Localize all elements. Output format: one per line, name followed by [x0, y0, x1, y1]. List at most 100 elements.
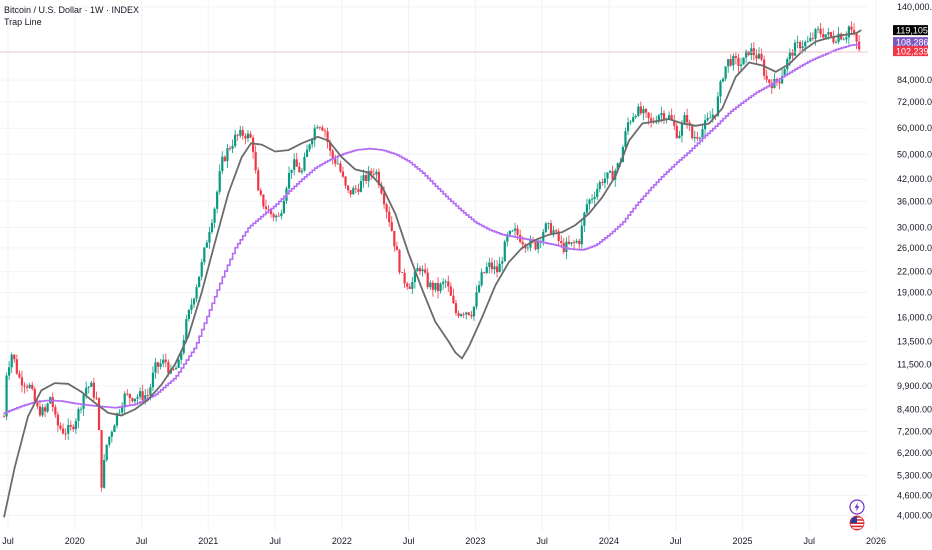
candle-body	[61, 428, 65, 434]
candlestick-series	[2, 21, 861, 492]
candle	[370, 168, 373, 180]
candle	[555, 229, 558, 233]
candle-body	[513, 228, 517, 231]
candle	[323, 128, 327, 138]
candle	[683, 112, 686, 124]
candle-body	[349, 190, 352, 195]
candle-body	[223, 156, 226, 162]
indicator-name[interactable]: Trap Line	[4, 17, 42, 27]
candle-body	[555, 230, 558, 232]
candle	[97, 397, 101, 431]
candle	[601, 178, 604, 186]
candle	[757, 47, 761, 60]
candle	[650, 113, 653, 128]
candle-body	[380, 185, 383, 194]
candle-body	[721, 78, 725, 82]
candle	[393, 230, 396, 252]
candle-body	[590, 199, 594, 200]
candle-body	[483, 272, 486, 274]
candle-body	[303, 156, 306, 171]
candle	[570, 242, 573, 247]
candle-body	[375, 171, 378, 175]
candle	[352, 185, 355, 195]
candle	[798, 40, 802, 52]
candle	[634, 114, 637, 120]
candle	[275, 214, 278, 222]
candle-body	[370, 170, 373, 175]
candle	[406, 281, 409, 291]
candle-body	[560, 240, 563, 244]
time-axis[interactable]: Jul 2020 Jul 2021 Jul 2022 Jul 2023 Jul 2024 Jul 20…	[2, 536, 886, 546]
smooth-line	[3, 29, 862, 518]
candle	[172, 368, 175, 371]
candle	[295, 152, 298, 167]
candle-body	[31, 384, 34, 389]
candle	[349, 190, 352, 198]
candle	[416, 263, 419, 272]
candle	[362, 169, 365, 188]
grid-lines	[0, 0, 877, 531]
price-tag: 102,239.00	[893, 46, 932, 57]
candle-body	[570, 242, 573, 244]
candle	[41, 403, 44, 418]
candle	[20, 370, 24, 393]
us-flag-icon[interactable]	[849, 515, 865, 531]
candle-body	[336, 163, 339, 165]
candle	[61, 423, 65, 435]
price-tag: 108,286.74	[893, 37, 932, 48]
lightning-icon[interactable]	[849, 499, 865, 515]
candle-body	[118, 412, 121, 414]
price-tag-bg	[893, 46, 928, 57]
candle-body	[77, 409, 80, 422]
candle	[513, 222, 517, 237]
candle-body	[488, 262, 491, 267]
candle-body	[133, 398, 137, 402]
candle	[770, 78, 773, 95]
candle	[341, 166, 345, 179]
candle-body	[234, 134, 237, 146]
candle	[303, 152, 306, 172]
candle	[128, 393, 131, 405]
candle-body	[38, 406, 42, 416]
candle-body	[840, 33, 843, 40]
candle	[190, 298, 193, 315]
y-tick-label: 4,600.00	[897, 491, 932, 501]
candle	[549, 220, 553, 236]
candle	[655, 115, 658, 125]
candle-body	[149, 387, 152, 396]
candle	[280, 209, 283, 220]
candle	[575, 238, 578, 244]
candle-body	[431, 282, 434, 290]
candle-body	[629, 121, 632, 123]
candle-body	[580, 225, 583, 245]
candle	[377, 168, 381, 189]
candle-body	[298, 166, 301, 173]
candle	[103, 454, 106, 489]
candle	[77, 407, 80, 429]
symbol-title[interactable]: Bitcoin / U.S. Dollar · 1W · INDEX	[4, 5, 140, 15]
candle-body	[395, 246, 399, 251]
candle	[218, 164, 221, 195]
candle	[54, 404, 57, 418]
candle	[180, 351, 183, 365]
candle-body	[305, 149, 309, 157]
y-tick-label: 7,200.00	[897, 426, 932, 436]
candle-body	[811, 38, 815, 39]
candle-body	[177, 359, 180, 368]
candle-body	[385, 204, 388, 212]
candle	[477, 280, 481, 294]
candle-body	[367, 170, 370, 181]
candle	[239, 125, 242, 139]
candle	[662, 110, 666, 125]
y-tick-label: 8,400.00	[897, 404, 932, 414]
candle	[585, 198, 589, 216]
candle-body	[241, 130, 244, 136]
candle-body	[200, 262, 203, 277]
candle-body	[228, 148, 232, 149]
candle-body	[801, 46, 804, 49]
candle	[809, 32, 812, 43]
candle-body	[858, 41, 861, 50]
price-axis[interactable]: 140,000.00 84,000.00 72,000.00 60,000.00 50,…	[897, 2, 932, 521]
candle-body	[421, 269, 424, 272]
